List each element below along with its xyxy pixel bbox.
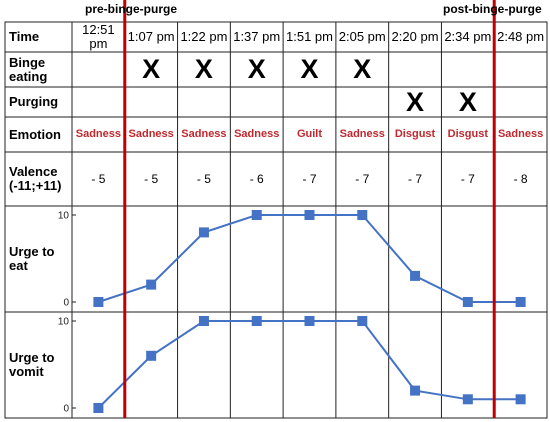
emotion-cell: Guilt — [296, 127, 323, 140]
point — [357, 210, 368, 220]
point — [357, 316, 368, 326]
times-cell: 2:48 pm — [497, 29, 545, 45]
annotation: post-binge-purge — [443, 2, 542, 16]
point — [198, 227, 209, 238]
binge-eating-cell: X — [300, 54, 319, 85]
row-label: Time — [9, 29, 40, 45]
row-label: Emotion — [9, 126, 61, 142]
emotion-cell: Sadness — [181, 127, 227, 140]
y-tick-label: 10 — [58, 211, 70, 222]
times-cell: 2:20 pm — [391, 29, 439, 45]
purging-cell: X — [458, 86, 477, 117]
line — [97, 320, 521, 409]
point — [198, 316, 209, 326]
emotion-cell: Sadness — [497, 127, 544, 140]
valence-cell: - 6 — [249, 171, 264, 186]
valence-cell: - 5 — [196, 171, 211, 186]
valence-cell: - 7 — [302, 171, 317, 186]
y-tick-label: 10 — [58, 317, 70, 328]
valence-cell: - 5 — [91, 171, 106, 186]
times-cell: 2:05 pm — [338, 29, 386, 45]
point — [515, 297, 526, 307]
point — [93, 403, 104, 413]
times-cell: 1:51 pm — [286, 29, 333, 45]
times-cell: 2:34 pm — [444, 29, 492, 45]
point — [146, 350, 157, 361]
times-cell: 1:37 pm — [233, 29, 281, 45]
emotion-cell: Sadness — [234, 127, 280, 140]
point — [251, 210, 262, 220]
binge-eating-cell: X — [353, 54, 372, 85]
y-tick-label: 0 — [63, 298, 69, 309]
emotion-cell: Sadness — [75, 127, 121, 140]
binge-eating-cell: X — [194, 54, 213, 85]
emotion-cell: Disgust — [447, 127, 488, 140]
times-cell: 1:07 pm — [127, 29, 175, 45]
point — [304, 210, 315, 220]
valence-cell: - 8 — [513, 171, 528, 186]
table-border — [4, 21, 548, 419]
point — [93, 297, 104, 307]
point — [410, 270, 421, 281]
row-label: Purging — [9, 94, 59, 110]
point — [304, 316, 315, 326]
valence-cell: - 7 — [408, 171, 423, 186]
row-label: Urge to eat — [9, 244, 55, 273]
row-label: Valence (-11;+11) — [9, 164, 62, 193]
row-label: Binge eating — [9, 54, 48, 84]
point — [251, 316, 262, 326]
emotion-cell: Sadness — [128, 127, 174, 140]
purging-cell: X — [406, 86, 425, 117]
valence-cell: - 5 — [144, 171, 159, 186]
point — [462, 297, 473, 307]
valence-cell: - 7 — [355, 171, 370, 186]
emotion-cell: Sadness — [339, 127, 385, 140]
point — [515, 394, 526, 405]
y-tick-label: 0 — [63, 404, 69, 415]
line — [98, 214, 521, 303]
point — [146, 279, 157, 290]
row-label: Urge to vomit — [9, 350, 55, 379]
binge-eating-cell: X — [142, 54, 161, 85]
times-cell: 12:51 pm — [82, 22, 115, 51]
annotation: pre-binge-purge — [85, 2, 177, 16]
emotion-cell: Disgust — [394, 127, 436, 140]
binge-eating-cell: X — [247, 54, 266, 85]
point — [410, 385, 421, 396]
point — [462, 394, 473, 405]
valence-cell: - 7 — [460, 171, 475, 186]
times-cell: 1:22 pm — [180, 29, 228, 45]
